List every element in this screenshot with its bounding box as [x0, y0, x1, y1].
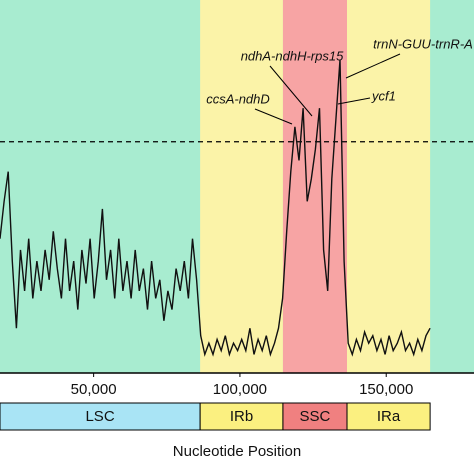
annotation-pointer	[345, 53, 401, 79]
annotation: trnN-GUU-trnR-A	[373, 36, 473, 51]
annotation: ccsA-ndhD	[206, 91, 270, 106]
data-line	[0, 59, 431, 357]
annotation-pointer	[254, 108, 293, 125]
region-label: IRb	[230, 408, 253, 425]
region-shade	[282, 0, 348, 373]
x-tick-label: 50,000	[71, 381, 117, 398]
annotation-pointer	[337, 97, 371, 105]
region-label: LSC	[85, 408, 114, 425]
x-axis-label: Nucleotide Position	[173, 443, 301, 460]
region-bar	[0, 402, 201, 431]
annotation: ycf1	[371, 88, 396, 103]
region-label: SSC	[300, 408, 331, 425]
region-shade	[347, 0, 431, 373]
region-label: IRa	[377, 408, 401, 425]
x-tick-label: 150,000	[359, 381, 413, 398]
region-shade	[0, 0, 201, 373]
region-bar	[346, 402, 431, 431]
region-bar	[282, 402, 348, 431]
region-shade	[200, 0, 283, 373]
annotation-pointer	[269, 65, 313, 117]
x-tick-label: 100,000	[213, 381, 267, 398]
annotation: ndhA-ndhH-rps15	[241, 48, 344, 63]
